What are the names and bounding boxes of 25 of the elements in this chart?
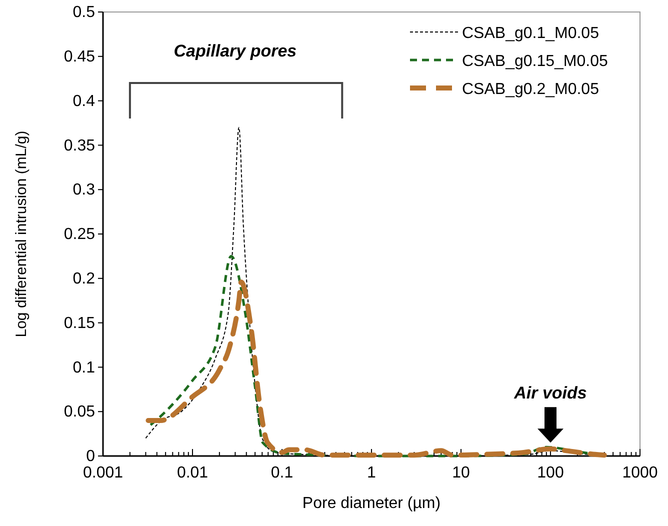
- y-tick-label: 0.35: [64, 137, 96, 154]
- y-tick-label: 0.3: [72, 182, 96, 199]
- y-tick-label: 0.05: [64, 404, 96, 421]
- annotation: Capillary pores: [174, 41, 297, 60]
- x-tick-label: 1: [367, 464, 376, 482]
- x-axis-title: Pore diameter (µm): [302, 495, 441, 512]
- y-tick-label: 0.4: [72, 92, 96, 110]
- legend-label: CSAB_g0.2_M0.05: [462, 81, 600, 98]
- y-tick-label: 0: [86, 448, 96, 466]
- x-tick-label: 10: [452, 464, 470, 482]
- y-axis-title: Log differential intrusion (mL/g): [13, 130, 30, 338]
- x-tick-label: 100: [537, 464, 564, 482]
- y-tick-label: 0.45: [64, 48, 96, 66]
- y-tick-label: 0.5: [72, 4, 96, 22]
- legend-label: CSAB_g0.1_M0.05: [462, 25, 600, 42]
- legend-label: CSAB_g0.15_M0.05: [462, 53, 608, 70]
- y-tick-label: 0.1: [72, 359, 96, 376]
- x-tick-label: 1000: [622, 464, 658, 482]
- y-tick-label: 0.2: [72, 270, 96, 288]
- y-tick-label: 0.25: [64, 226, 96, 244]
- x-tick-label: 0.001: [82, 464, 124, 482]
- x-tick-label: 0.01: [176, 464, 208, 482]
- y-tick-label: 0.15: [64, 314, 96, 332]
- x-tick-label: 0.1: [270, 464, 294, 482]
- annotation: Air voids: [513, 383, 587, 402]
